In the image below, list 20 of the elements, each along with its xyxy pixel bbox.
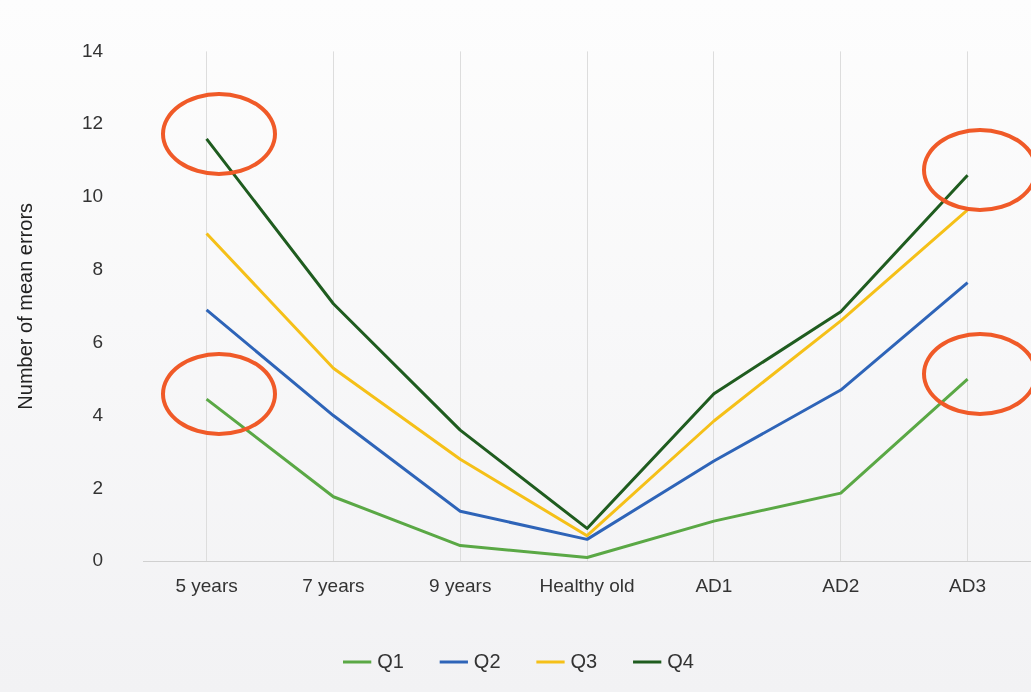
y-tick-label: 4 <box>92 403 104 425</box>
legend-label: Q2 <box>473 649 501 672</box>
y-tick-label: 8 <box>92 258 104 280</box>
x-tick-label: AD2 <box>822 574 860 596</box>
legend-label: Q4 <box>667 649 694 672</box>
legend-label: Q3 <box>570 649 598 672</box>
x-tick-label: 5 years <box>175 574 238 596</box>
x-tick-label: 9 years <box>429 574 492 596</box>
x-tick-label: AD1 <box>695 574 733 596</box>
x-tick-label: Healthy old <box>539 574 635 596</box>
x-tick-label: AD3 <box>949 574 987 596</box>
y-tick-label: 12 <box>81 112 104 134</box>
legend-label: Q1 <box>377 649 404 672</box>
y-tick-label: 2 <box>92 476 104 498</box>
x-tick-label: 7 years <box>302 574 365 596</box>
y-tick-label: 10 <box>81 185 104 207</box>
y-axis-title: Number of mean errors <box>13 202 36 410</box>
y-tick-label: 14 <box>81 39 104 61</box>
y-tick-label: 6 <box>92 330 104 352</box>
y-tick-label: 0 <box>92 549 104 571</box>
